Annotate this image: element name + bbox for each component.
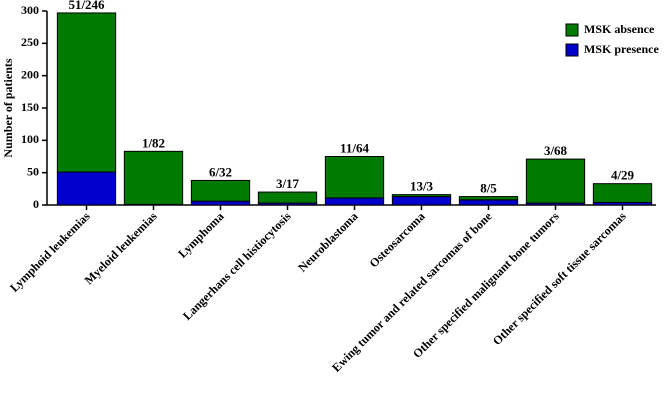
x-tick-label: Langerhans cell histiocytosis <box>180 209 294 323</box>
x-tick-label: Lymphoid leukemias <box>7 209 93 295</box>
bar-segment <box>56 12 117 173</box>
x-tick-label: Osteosarcoma <box>367 209 428 270</box>
legend-label: MSK presence <box>584 42 659 56</box>
bar-segment <box>525 158 586 204</box>
bar-segment <box>257 191 318 204</box>
stack-label: 1/82 <box>142 135 165 150</box>
y-tick-label: 0 <box>33 197 39 211</box>
bar-segment <box>190 200 251 206</box>
x-tick-label: Other specified malignant bone tumors <box>410 209 562 361</box>
bar-segment <box>391 196 452 206</box>
legend-swatch <box>565 43 579 57</box>
legend-label: MSK absence <box>584 22 655 36</box>
stack-label: 3/17 <box>276 176 300 191</box>
y-tick-label: 100 <box>21 132 39 146</box>
bar-segment <box>190 179 251 202</box>
x-tick-label: Myeloid leukemias <box>82 209 160 287</box>
y-tick-label: 150 <box>21 100 39 114</box>
y-axis-label: Number of patients <box>1 58 15 157</box>
bar-segment <box>324 197 385 206</box>
x-tick-label: Neuroblastoma <box>295 209 360 274</box>
stack-label: 11/64 <box>340 141 369 156</box>
bar-segment <box>324 156 385 199</box>
stack-label: 6/32 <box>209 164 232 179</box>
stack-label: 3/68 <box>544 143 568 158</box>
stack-label: 51/246 <box>68 0 105 12</box>
bar-segment <box>458 196 519 201</box>
bar-segment <box>458 199 519 206</box>
stack-label: 8/5 <box>480 181 497 196</box>
y-tick-label: 50 <box>27 164 39 178</box>
stack-label: 4/29 <box>611 168 635 183</box>
bar-segment <box>56 171 117 206</box>
y-tick-label: 200 <box>21 67 39 81</box>
x-tick-label: Other specified soft tissue sarcomas <box>490 209 629 348</box>
stack-label: 13/3 <box>410 179 434 194</box>
bar-segment <box>123 150 184 205</box>
y-tick-label: 250 <box>21 35 39 49</box>
x-tick-label: Lymphoma <box>175 209 226 260</box>
legend-swatch <box>565 23 579 37</box>
bar-segment <box>592 183 653 203</box>
y-tick-label: 300 <box>21 3 39 17</box>
bar-segment <box>391 194 452 198</box>
